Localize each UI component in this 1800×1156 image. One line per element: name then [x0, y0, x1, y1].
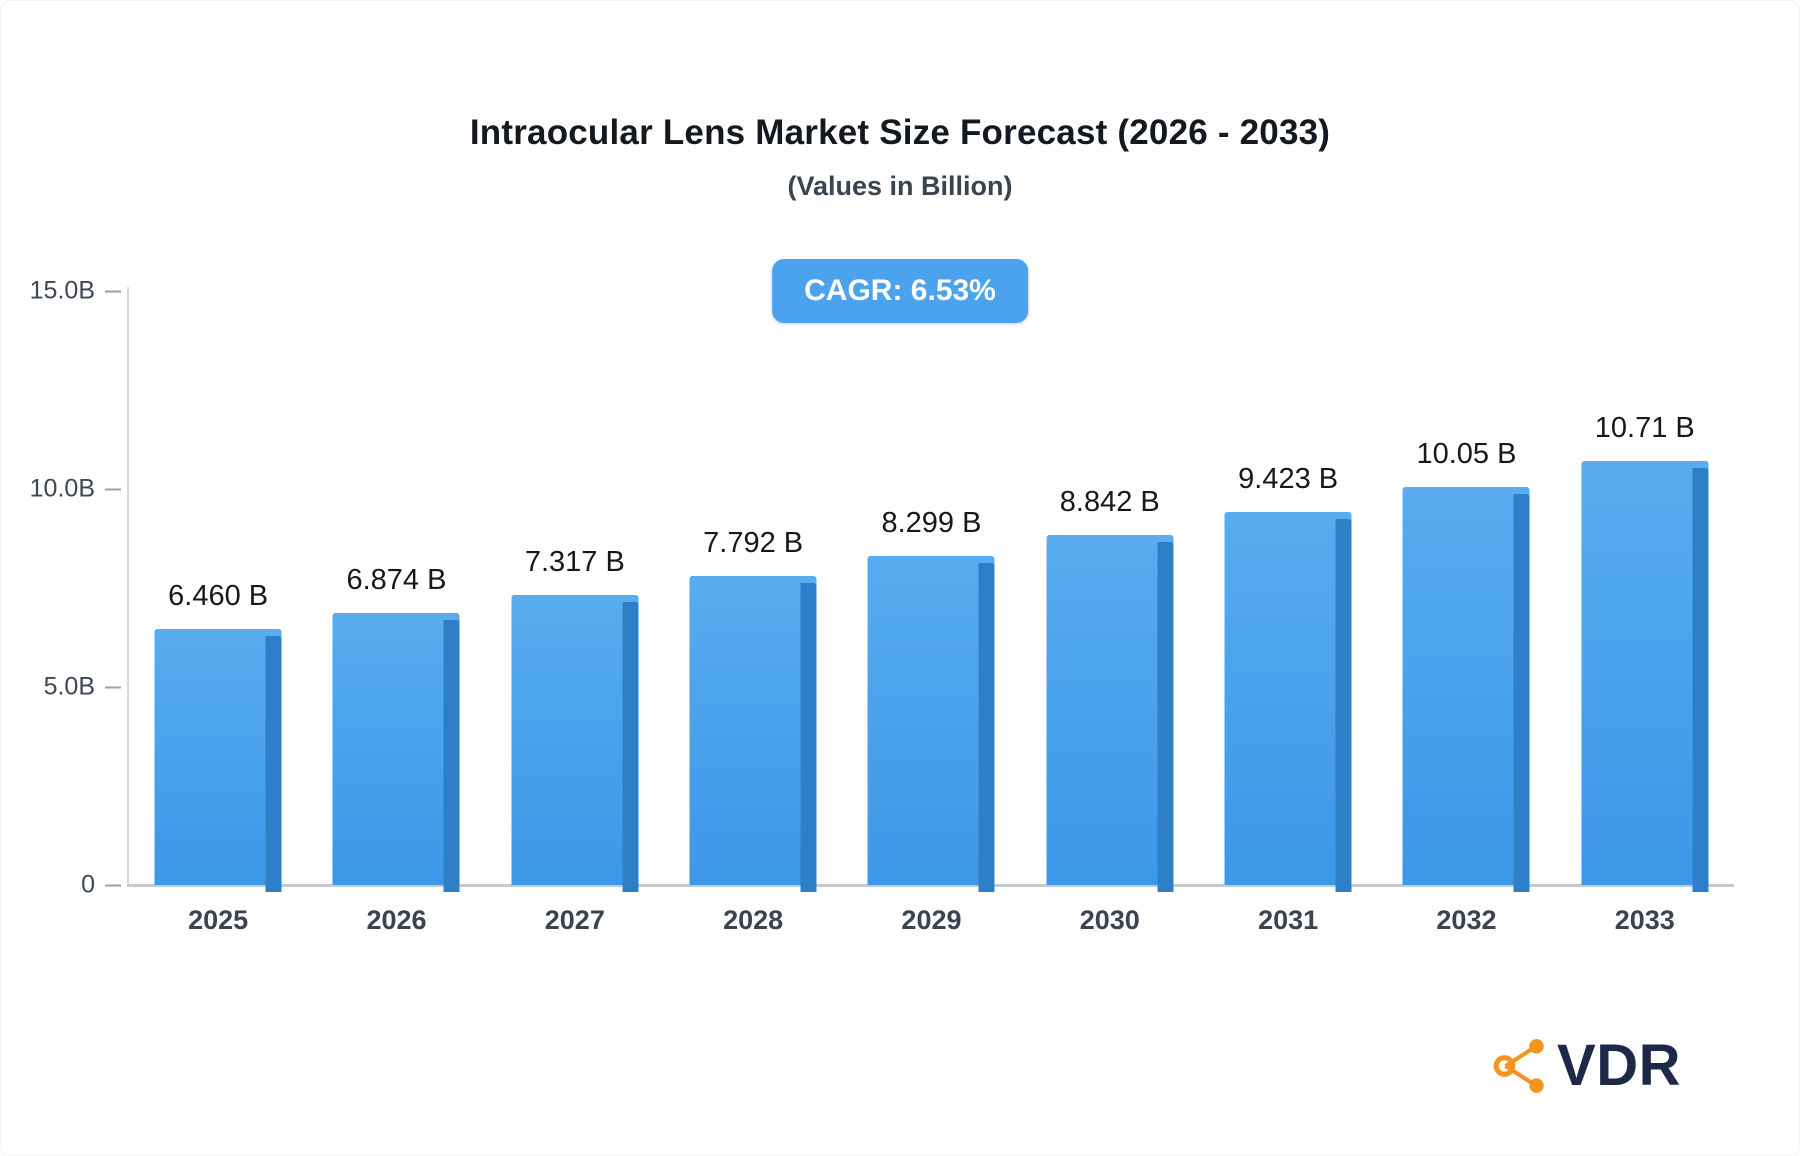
- bar-value-label: 8.299 B: [881, 507, 982, 540]
- bar-side-shade: [622, 602, 639, 892]
- bar-value-label: 7.792 B: [703, 527, 804, 560]
- y-tick-mark: [105, 488, 121, 490]
- y-tick-mark: [105, 290, 121, 292]
- x-axis-label: 2025: [188, 905, 249, 935]
- y-tick: 10.0B: [0, 475, 127, 504]
- bar-2026: [332, 612, 460, 892]
- bar-side-shade: [265, 636, 282, 892]
- y-tick: 0: [0, 871, 127, 900]
- bar-2025: [154, 629, 282, 892]
- bar-value-label: 7.317 B: [524, 546, 625, 579]
- bar-side-shade: [1157, 541, 1174, 892]
- bar-slot-2033: 10.71 B 2033: [1556, 291, 1734, 935]
- bars-container: 6.460 B 2025 6.874 B 2026 7.317 B 2027 7.792 B…: [129, 291, 1734, 935]
- bar-side-shade: [1692, 467, 1709, 892]
- y-tick: 15.0B: [0, 277, 127, 306]
- bar-slot-2030: 8.842 B 2030: [1021, 291, 1199, 935]
- bar-side-shade: [443, 619, 460, 892]
- bar-side-shade: [978, 563, 995, 892]
- chart-title: Intraocular Lens Market Size Forecast (2…: [469, 113, 1331, 152]
- cagr-badge: CAGR: 6.53%: [772, 259, 1028, 323]
- x-axis-label: 2026: [366, 905, 427, 935]
- x-axis-label: 2030: [1079, 905, 1140, 935]
- bar-2030: [1046, 534, 1174, 892]
- bar-2028: [689, 576, 817, 892]
- plot-area: 0 5.0B 10.0B 15.0B 6.460 B 2025 6.874 B 2026 7.…: [30, 277, 1734, 935]
- x-axis-label: 2028: [723, 905, 784, 935]
- bar-2032: [1402, 487, 1530, 892]
- y-tick-label: 0: [81, 870, 95, 899]
- y-tick-mark: [105, 686, 121, 688]
- y-tick-label: 10.0B: [29, 474, 95, 503]
- y-tick-label: 5.0B: [43, 672, 95, 701]
- bar-side-shade: [800, 583, 817, 892]
- bar-2033: [1581, 460, 1709, 892]
- x-axis-label: 2027: [544, 905, 605, 935]
- bar-slot-2031: 9.423 B 2031: [1199, 291, 1377, 935]
- bar-value-label: 9.423 B: [1238, 462, 1339, 495]
- y-tick: 5.0B: [0, 673, 127, 702]
- bar-value-label: 10.71 B: [1594, 411, 1695, 444]
- x-axis-line: [127, 884, 1734, 887]
- bar-value-label: 6.874 B: [346, 563, 447, 596]
- bar-value-label: 10.05 B: [1416, 438, 1517, 471]
- chart-subtitle: (Values in Billion): [787, 171, 1013, 201]
- chart-header: Intraocular Lens Market Size Forecast (2…: [1, 113, 1799, 202]
- x-axis-label: 2033: [1614, 905, 1675, 935]
- bar-2027: [511, 595, 639, 892]
- bar-slot-2032: 10.05 B 2032: [1377, 291, 1555, 935]
- bar-value-label: 6.460 B: [168, 580, 269, 613]
- x-axis-label: 2031: [1258, 905, 1319, 935]
- x-axis-label: 2029: [901, 905, 962, 935]
- vdr-logo: VDR: [1489, 1032, 1681, 1099]
- bar-slot-2025: 6.460 B 2025: [129, 291, 307, 935]
- bar-slot-2028: 7.792 B 2028: [664, 291, 842, 935]
- vdr-logo-text: VDR: [1557, 1033, 1681, 1098]
- bar-slot-2029: 8.299 B 2029: [842, 291, 1020, 935]
- x-axis-label: 2032: [1436, 905, 1497, 935]
- y-tick-mark: [105, 884, 121, 886]
- bar-2029: [867, 556, 995, 892]
- bar-side-shade: [1513, 494, 1530, 892]
- bar-2031: [1224, 511, 1352, 892]
- bar-slot-2026: 6.874 B 2026: [307, 291, 485, 935]
- y-axis-line: [127, 287, 129, 885]
- network-nodes-icon: [1493, 1038, 1544, 1093]
- bar-slot-2027: 7.317 B 2027: [486, 291, 664, 935]
- y-tick-label: 15.0B: [29, 276, 95, 305]
- bar-side-shade: [1335, 518, 1352, 892]
- bar-value-label: 8.842 B: [1059, 485, 1160, 518]
